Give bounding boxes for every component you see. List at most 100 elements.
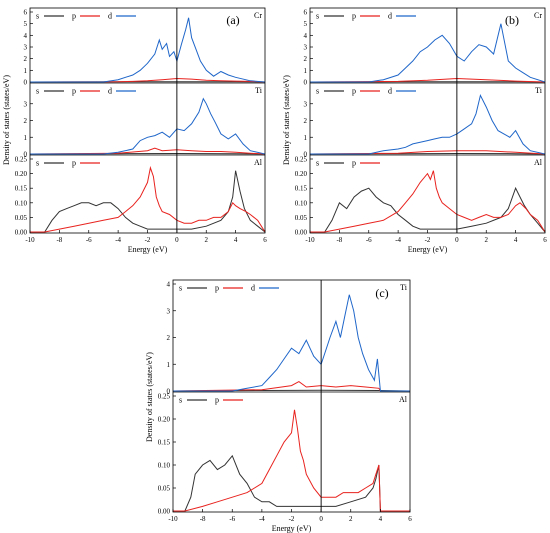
y-tick-label: 2 — [304, 55, 308, 63]
y-tick-label: 0 — [304, 151, 308, 159]
legend-label: s — [179, 284, 182, 293]
panel-c-al: 0.000.050.100.150.200.25 s p Al — [158, 391, 410, 516]
x-tick-label: 4 — [514, 236, 518, 244]
y-tick-label: 0.00 — [15, 229, 28, 237]
x-tick-label: 4 — [379, 515, 383, 523]
y-tick-label: 0.15 — [15, 185, 28, 193]
figure-label: (c) — [375, 286, 388, 300]
x-tick-label: 2 — [349, 515, 353, 523]
element-label: Al — [534, 158, 543, 167]
y-tick-label: 3 — [304, 44, 308, 52]
legend-label: s — [179, 396, 182, 405]
y-axis-label: Density of states (states/eV) — [2, 75, 11, 165]
series-p — [30, 165, 265, 233]
series-s — [30, 170, 265, 233]
y-tick-label: 0.25 — [15, 156, 28, 164]
legend-label: d — [251, 284, 255, 293]
legend-label: p — [72, 12, 76, 21]
x-tick-label: -10 — [305, 236, 315, 244]
legend-label: p — [72, 159, 76, 168]
panel-a-ti: 0 1 2 3s p d Ti — [24, 82, 265, 159]
series-d — [310, 23, 545, 83]
y-tick-label: 0.25 — [158, 393, 171, 401]
x-tick-label: -6 — [86, 236, 92, 244]
y-tick-label: 5 — [24, 20, 28, 28]
series-d — [30, 17, 265, 83]
y-tick-label: 0.15 — [295, 185, 308, 193]
series-s — [310, 186, 545, 233]
legend-label: p — [352, 87, 356, 96]
y-tick-label: 0.05 — [158, 485, 171, 493]
series-p — [310, 170, 545, 233]
plot-frame — [29, 7, 266, 234]
element-label: Al — [254, 158, 263, 167]
panel-a-al: 0.000.050.100.150.200.25 s p Al — [15, 154, 265, 237]
panel-c-ti: 0 1 2 3 4 s p d Ti — [167, 281, 410, 396]
y-tick-label: 3 — [24, 100, 28, 108]
y-tick-label: 0.15 — [158, 439, 171, 447]
series-p — [30, 77, 265, 83]
y-tick-label: 3 — [167, 307, 171, 315]
y-tick-label: 2 — [24, 55, 28, 63]
y-tick-label: 0.00 — [158, 508, 171, 516]
element-label: Al — [399, 395, 408, 404]
x-tick-label: -2 — [145, 236, 151, 244]
x-tick-label: -10 — [25, 236, 35, 244]
element-label: Cr — [534, 11, 542, 20]
y-tick-label: 0 — [24, 151, 28, 159]
legend-label: s — [316, 12, 319, 21]
legend-label: d — [108, 87, 112, 96]
legend-label: s — [36, 159, 39, 168]
y-tick-label: 1 — [304, 67, 308, 75]
y-tick-label: 1 — [24, 134, 28, 142]
x-tick-label: -10 — [168, 515, 178, 523]
panel-b-ti: 0 1 2 3s p d Ti — [304, 82, 545, 159]
y-tick-label: 1 — [24, 67, 28, 75]
y-tick-label: 0 — [167, 388, 171, 396]
series-p — [173, 409, 410, 512]
x-axis-label: Energy (eV) — [408, 245, 448, 254]
y-axis-label: Density of states (states/eV) — [145, 352, 154, 442]
series-p — [30, 147, 265, 155]
x-tick-label: -8 — [56, 236, 62, 244]
y-tick-label: 3 — [24, 44, 28, 52]
x-tick-label: 2 — [485, 236, 489, 244]
x-tick-label: -4 — [395, 236, 401, 244]
legend-label: s — [316, 159, 319, 168]
x-tick-label: 6 — [543, 236, 547, 244]
element-label: Ti — [255, 86, 263, 95]
y-tick-label: 6 — [304, 9, 308, 17]
x-tick-label: 4 — [234, 236, 238, 244]
series-d — [173, 294, 410, 392]
y-tick-label: 6 — [24, 9, 28, 17]
y-axis-label: Density of states (states/eV) — [282, 75, 291, 165]
x-tick-label: -8 — [336, 236, 342, 244]
y-tick-label: 0.10 — [15, 199, 28, 207]
legend-label: p — [215, 284, 219, 293]
series-s — [173, 454, 410, 512]
y-tick-label: 1 — [167, 361, 171, 369]
y-tick-label: 0.05 — [295, 214, 308, 222]
y-tick-label: 0 — [24, 79, 28, 87]
series-d — [30, 97, 265, 155]
legend-label: p — [352, 12, 356, 21]
x-tick-label: 6 — [263, 236, 267, 244]
x-tick-label: -6 — [229, 515, 235, 523]
y-tick-label: 2 — [304, 117, 308, 125]
x-tick-label: -2 — [425, 236, 431, 244]
legend-label: d — [388, 87, 392, 96]
legend-label: d — [388, 12, 392, 21]
x-tick-label: -6 — [366, 236, 372, 244]
panel-b-al: 0.000.050.100.150.200.25 s p Al — [295, 154, 545, 237]
y-tick-label: 0.10 — [158, 462, 171, 470]
x-tick-label: -8 — [200, 515, 206, 523]
